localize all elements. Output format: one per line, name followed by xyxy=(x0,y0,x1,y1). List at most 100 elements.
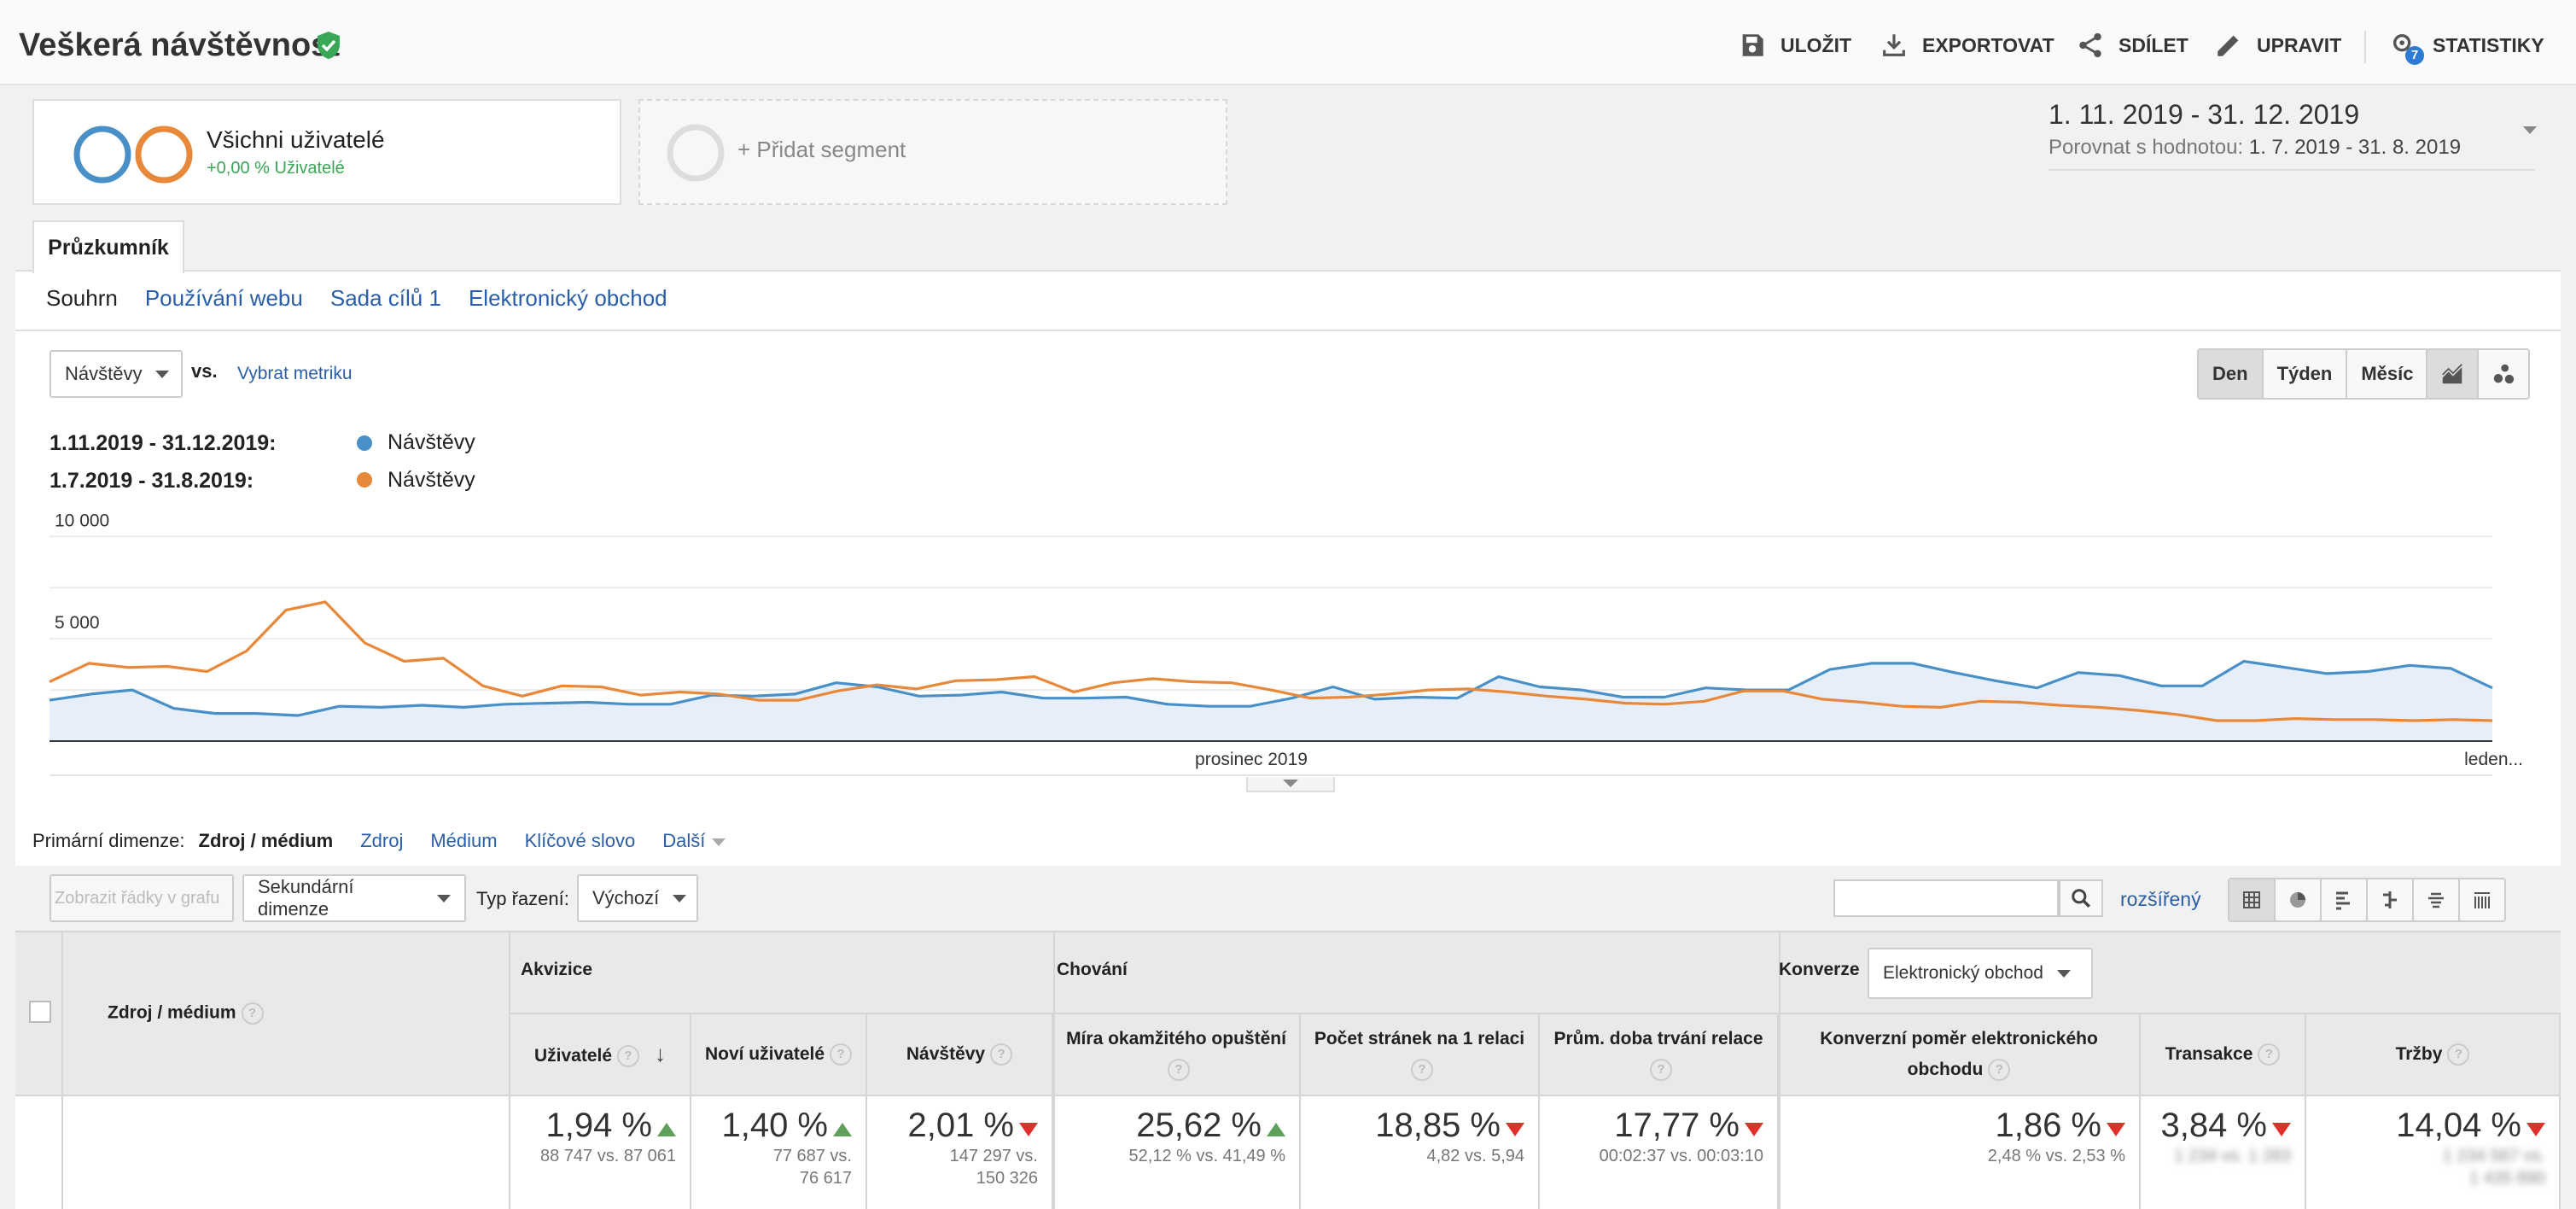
select-column xyxy=(15,932,63,1209)
granularity-week-button[interactable]: Týden xyxy=(2263,350,2348,398)
dimension-medium[interactable]: Médium xyxy=(430,830,498,851)
verified-shield-icon xyxy=(316,31,341,64)
totals-change: 1,86 % xyxy=(1787,1107,2125,1145)
date-range-picker[interactable]: 1. 11. 2019 - 31. 12. 2019 Porovnat s ho… xyxy=(2049,99,2537,171)
view-pie-button[interactable] xyxy=(2276,879,2322,920)
segment-all-users[interactable]: Všichni uživatelé +0,00 % Uživatelé xyxy=(32,99,621,205)
help-icon[interactable]: ? xyxy=(990,1043,1013,1066)
add-segment-button[interactable]: + Přidat segment xyxy=(638,99,1227,205)
report-header xyxy=(0,0,2576,85)
column-header[interactable]: Transakce? xyxy=(2141,1014,2306,1095)
help-icon[interactable]: ? xyxy=(1650,1059,1672,1082)
help-icon[interactable]: ? xyxy=(830,1043,853,1066)
column-header[interactable]: Tržby? xyxy=(2306,1014,2561,1095)
column-header-label: Míra okamžitého opuštění? xyxy=(1062,1024,1291,1085)
column-header[interactable]: Prům. doba trvání relace? xyxy=(1540,1014,1779,1095)
column-header[interactable]: Noví uživatelé? xyxy=(691,1014,867,1095)
dimension-keyword[interactable]: Klíčové slovo xyxy=(524,830,636,851)
term-cloud-icon xyxy=(2428,892,2444,908)
totals-change: 3,84 % xyxy=(2149,1107,2291,1145)
segment-circles-icon xyxy=(73,126,193,184)
column-header[interactable]: Míra okamžitého opuštění? xyxy=(1053,1014,1301,1095)
group-divider xyxy=(1779,932,1780,1209)
tab-explorer[interactable]: Průzkumník xyxy=(32,220,184,273)
granularity-day-button[interactable]: Den xyxy=(2199,350,2264,398)
motion-chart-button[interactable] xyxy=(2479,350,2528,398)
legend-period-compare: 1.7.2019 - 31.8.2019: xyxy=(50,469,254,493)
help-icon[interactable]: ? xyxy=(1411,1059,1433,1082)
secondary-dimension-select[interactable]: Sekundární dimenze xyxy=(242,874,466,922)
metric-select-value: Návštěvy xyxy=(65,363,143,384)
sort-type-select[interactable]: Výchozí xyxy=(577,874,698,922)
subtab-summary[interactable]: Souhrn xyxy=(46,285,118,311)
vs-label: vs. xyxy=(191,360,218,382)
arrow-down-icon xyxy=(2272,1123,2291,1136)
dimension-source-medium[interactable]: Zdroj / médium xyxy=(198,830,334,851)
totals-cell: 3,84 % 1 234 vs. 1 283 xyxy=(2141,1095,2306,1209)
help-icon[interactable]: ? xyxy=(1988,1059,2011,1082)
column-header-label: Konverzní poměr elektronického obchodu? xyxy=(1787,1024,2130,1085)
column-header[interactable]: Počet stránek na 1 relaci? xyxy=(1301,1014,1540,1095)
export-button[interactable]: EXPORTOVAT xyxy=(1880,31,2054,60)
conversion-type-select[interactable]: Elektronický obchod xyxy=(1868,948,2093,999)
secondary-dimension-value: Sekundární dimenze xyxy=(258,876,354,920)
totals-change: 14,04 % xyxy=(2315,1107,2545,1145)
line-chart-button[interactable] xyxy=(2427,350,2479,398)
totals-comparison: 1 234 vs. 1 283 xyxy=(2174,1147,2291,1165)
date-range-main: 1. 11. 2019 - 31. 12. 2019 xyxy=(2049,99,2360,130)
view-term-cloud-button[interactable] xyxy=(2414,879,2460,920)
primary-dimension-bar: Primární dimenze: Zdroj / médium Zdroj M… xyxy=(32,830,726,852)
column-header-label: Počet stránek na 1 relaci? xyxy=(1309,1024,1530,1085)
granularity-month-button[interactable]: Měsíc xyxy=(2347,350,2427,398)
help-icon[interactable]: ? xyxy=(241,1002,264,1025)
column-header[interactable]: Návštěvy? xyxy=(867,1014,1053,1095)
help-icon[interactable]: ? xyxy=(1168,1059,1190,1082)
advanced-filter-link[interactable]: rozšířený xyxy=(2120,888,2201,910)
view-table-button[interactable] xyxy=(2229,879,2276,920)
table-header xyxy=(15,932,2561,1096)
chevron-down-icon xyxy=(2056,969,2071,978)
totals-comparison: 150 326 xyxy=(976,1169,1038,1188)
view-pivot-button[interactable] xyxy=(2460,879,2504,920)
totals-change: 18,85 % xyxy=(1309,1107,1524,1145)
help-icon[interactable]: ? xyxy=(617,1044,640,1067)
column-header-label: Návštěvy? xyxy=(906,1039,1013,1070)
totals-comparison: 52,12 % vs. 41,49 % xyxy=(1128,1147,1285,1165)
table-search-input[interactable] xyxy=(1833,879,2059,917)
download-icon xyxy=(1883,34,1905,56)
column-header[interactable]: Konverzní poměr elektronického obchodu? xyxy=(1779,1014,2141,1095)
help-icon[interactable]: ? xyxy=(2447,1043,2470,1066)
plot-rows-button[interactable]: Zobrazit řádky v grafu xyxy=(50,874,234,922)
legend-metric-current: Návštěvy xyxy=(388,430,475,454)
totals-change: 1,94 % xyxy=(519,1107,676,1145)
view-performance-button[interactable] xyxy=(2322,879,2368,920)
chart-collapse-handle[interactable] xyxy=(1246,777,1335,792)
select-metric-link[interactable]: Vybrat metriku xyxy=(237,364,353,383)
column-header[interactable]: Uživatelé? ↓ xyxy=(510,1014,691,1095)
sessions-line-chart: 10 000 5 000 prosinec 2019 leden... xyxy=(49,511,2523,776)
bubble-chart-icon xyxy=(2493,364,2515,384)
save-button[interactable]: ULOŽIT xyxy=(1738,31,1851,60)
sort-descending-icon[interactable]: ↓ xyxy=(655,1040,667,1066)
chevron-down-icon xyxy=(155,370,170,378)
subtab-site-usage[interactable]: Používání webu xyxy=(144,285,303,311)
save-icon xyxy=(1742,34,1763,56)
dimension-source[interactable]: Zdroj xyxy=(360,830,404,851)
view-comparison-button[interactable] xyxy=(2368,879,2414,920)
subtab-ecommerce[interactable]: Elektronický obchod xyxy=(468,285,667,311)
table-search-button[interactable] xyxy=(2059,879,2103,917)
insights-button[interactable]: 7 STATISTIKY xyxy=(2390,31,2544,65)
header-divider xyxy=(510,1013,2561,1014)
dimension-more[interactable]: Další xyxy=(662,830,726,852)
help-icon[interactable]: ? xyxy=(2258,1043,2281,1066)
primary-dimension-label: Primární dimenze: xyxy=(32,830,185,851)
totals-comparison: 00:02:37 vs. 00:03:10 xyxy=(1599,1147,1763,1165)
insights-icon: 7 xyxy=(2390,31,2424,65)
share-button[interactable]: SDÍLET xyxy=(2076,31,2188,60)
subtab-goal-set[interactable]: Sada cílů 1 xyxy=(329,285,441,311)
series-area-current xyxy=(50,661,2492,741)
group-divider xyxy=(1053,932,1055,1209)
edit-button[interactable]: UPRAVIT xyxy=(2214,31,2341,60)
select-all-checkbox[interactable] xyxy=(29,1001,51,1023)
metric-select[interactable]: Návštěvy xyxy=(50,350,183,398)
